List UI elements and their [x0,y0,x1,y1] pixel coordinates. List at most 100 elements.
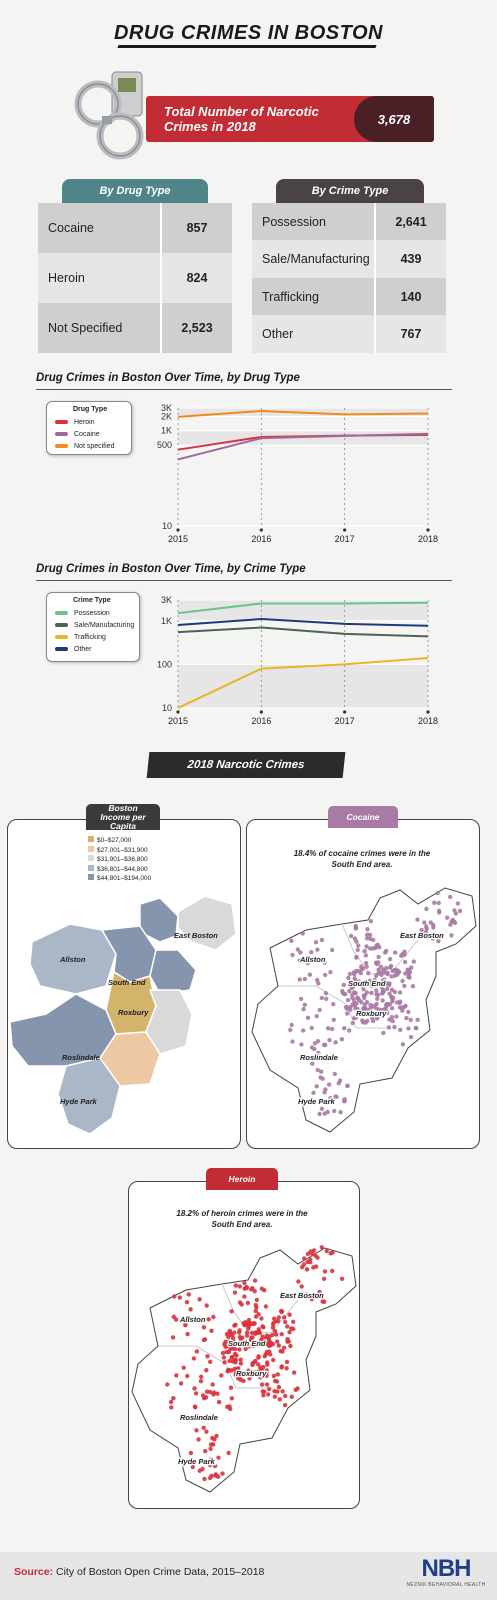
crime-dot [208,1359,213,1364]
crime-dot [359,964,364,969]
crime-dot [299,1284,304,1289]
crime-dot [351,984,356,989]
crime-dot [259,1372,264,1377]
crime-dot [415,917,420,922]
table-cell: Other [252,315,374,353]
crime-dot [305,1015,311,1020]
crime-dot [265,1360,270,1365]
y-tick-label: 1K [161,426,172,436]
crime-dot [275,1339,280,1344]
crime-dot [430,936,436,941]
crime-dot [260,1368,265,1373]
crime-dot [223,1344,228,1349]
y-tick-label: 10 [162,521,172,531]
x-tick [426,528,430,532]
crime-dot [390,999,395,1004]
cocaine-map: East Boston Allston South End Roxbury Roslin… [251,887,477,1133]
crime-dot [204,1416,209,1421]
crime-dot [376,967,381,972]
crime-dot [436,938,441,944]
crime-dot [237,1347,242,1352]
crime-dot [406,1026,411,1031]
y-tick-label: 10 [162,703,172,713]
crime-dot [226,1450,231,1456]
crime-dot [224,1331,230,1337]
crime-dot [315,1039,321,1044]
crime-dot [262,1288,267,1293]
label-south-end: South End [108,978,146,987]
crime-dot [252,1278,258,1283]
crime-dot [285,1324,290,1329]
crime-dot [387,981,392,986]
crime-dot [245,1300,251,1306]
crime-dot [320,1076,325,1081]
crime-dot [230,1346,235,1351]
crime-dot [314,1014,319,1019]
crime-dot [194,1349,200,1354]
crime-dot [322,1090,327,1095]
crime-dot [225,1369,230,1374]
crime-dot [313,940,319,945]
crime-dot [381,1030,386,1036]
crime-dot [332,1071,337,1077]
crime-dot [328,1095,333,1101]
neighborhood-label: Roxbury [356,1009,387,1018]
crime-dot [321,1276,327,1281]
crime-dot [252,1289,257,1294]
crime-dot [272,1316,277,1321]
crime-dot [363,953,369,958]
crime-dot [375,992,381,997]
neighborhood-label: Hyde Park [298,1097,336,1106]
table-cell: 439 [374,240,446,278]
crime-dot [291,1370,297,1375]
crime-dot [211,1442,216,1447]
series-line-3 [177,617,429,627]
neighborhood-label: Allston [299,955,326,964]
table-cell: 767 [374,315,446,353]
heroin-map: East Boston Allston South End Roxbury Roslin… [131,1245,357,1493]
crime-dot [322,1269,328,1274]
crime-dot [168,1399,174,1405]
crime-dot [172,1294,177,1299]
crime-dot [288,1027,293,1033]
legend-item: Cocaine [47,428,131,440]
crime-dot [275,1372,280,1377]
y-tick-label: 3K [161,403,172,413]
crime-dot [252,1370,258,1375]
crime-dot [295,947,300,952]
crime-dot [242,1280,247,1286]
crime-dot [322,1111,327,1116]
crime-dot [181,1365,186,1370]
crime-dot [333,1094,338,1099]
crime-dot [341,982,346,988]
crime-dot [186,1292,191,1297]
crime-dot [324,996,329,1001]
crime-dot [283,1393,288,1399]
crime-dot [192,1386,197,1391]
crime-dot [337,1078,343,1083]
table-cell: Cocaine [38,203,160,253]
table-cell: Heroin [38,253,160,303]
crime-dot [385,971,390,977]
cocaine-map-tab: Cocaine [328,806,398,828]
crime-dot [435,890,440,896]
crime-dot [408,1034,414,1040]
crime-dot [220,1471,225,1476]
x-tick-label: 2018 [418,716,438,726]
crime-dot [301,1028,306,1033]
crime-dot [279,1308,284,1314]
x-tick-label: 2018 [418,534,438,544]
crime-dot [284,1359,290,1365]
crime-dot [311,1248,317,1253]
crime-dot [232,1330,237,1335]
crime-dot [452,919,457,925]
crime-dot [384,1009,389,1014]
crime-dot [373,983,379,988]
crime-dot [328,1056,334,1061]
map-outline [131,1247,357,1493]
crime-dot [256,1354,261,1359]
table-cell: Not Specified [38,303,160,353]
crime-dot [392,967,397,973]
crime-dot [368,919,374,924]
crime-dot [315,1067,320,1073]
